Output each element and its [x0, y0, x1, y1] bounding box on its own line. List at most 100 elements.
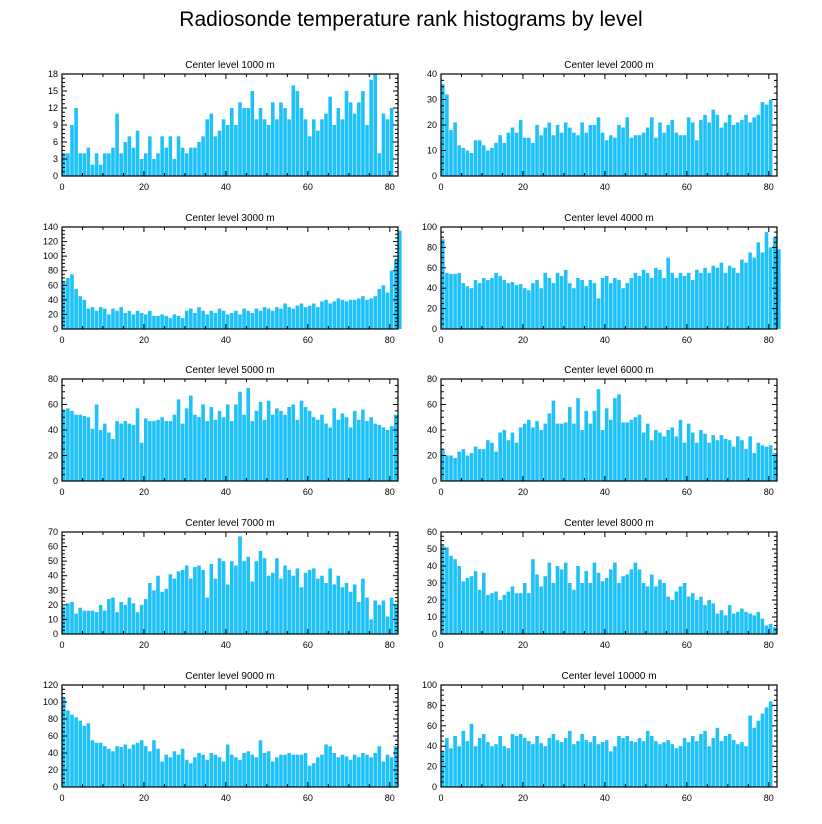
histogram-bar	[156, 315, 160, 329]
y-tick-label: 120	[43, 680, 58, 690]
histogram-bar	[62, 606, 66, 634]
y-tick-label: 60	[427, 721, 437, 731]
histogram-bar	[287, 569, 291, 634]
histogram-bar	[666, 257, 670, 329]
histogram-bar	[707, 442, 711, 481]
histogram-bar	[559, 423, 564, 482]
histogram-bar	[527, 593, 531, 634]
y-tick-label: 40	[48, 295, 58, 305]
histogram-bar	[279, 308, 283, 329]
histogram-bar	[398, 230, 402, 329]
histogram-bar	[719, 435, 724, 481]
histogram-bar	[275, 558, 279, 634]
histogram-bar	[357, 102, 361, 176]
histogram-bar	[221, 119, 226, 176]
histogram-bar	[209, 310, 214, 329]
histogram-bar	[662, 278, 666, 329]
histogram-bar	[744, 262, 748, 329]
x-tick-label: 60	[303, 182, 313, 192]
histogram-bar	[465, 150, 470, 176]
y-tick-label: 40	[427, 741, 437, 751]
histogram-bar	[250, 312, 255, 329]
histogram-bar	[625, 422, 629, 481]
histogram-panel: Center level 7000 m 0 20 40 60 80 0 10 20 30 40 50 6…	[22, 510, 412, 658]
histogram-bar	[238, 536, 242, 634]
histogram-bar	[287, 119, 291, 176]
histogram-bar	[486, 150, 490, 176]
histogram-bar	[266, 575, 271, 634]
histogram-bar	[572, 423, 576, 482]
y-tick-label: 80	[427, 374, 437, 384]
histogram-bar	[441, 84, 445, 176]
histogram-bar	[344, 756, 349, 787]
histogram-bar	[461, 730, 466, 787]
histogram-svg: Center level 10000 m 0 20 40 60 80 0 20 40 60 80 10…	[422, 671, 778, 803]
x-tick-label: 60	[303, 335, 313, 345]
histogram-bar	[377, 604, 382, 634]
histogram-bar	[176, 399, 181, 481]
histogram-svg: Center level 3000 m 0 20 40 60 80 0 20 40 60 80 100…	[43, 213, 402, 345]
x-tick-label: 60	[682, 640, 692, 650]
histogram-bar	[662, 742, 666, 787]
histogram-bar	[299, 303, 304, 329]
histogram-bar	[246, 751, 250, 787]
histogram-bar	[74, 717, 78, 787]
histogram-bar	[131, 424, 136, 481]
histogram-bar	[365, 421, 369, 481]
histogram-bar	[576, 278, 580, 329]
y-tick-label: 100	[43, 697, 58, 707]
histogram-bar	[377, 153, 382, 176]
histogram-bar	[604, 740, 609, 787]
histogram-bar	[205, 421, 210, 481]
histogram-bar	[324, 423, 328, 482]
histogram-bar	[645, 586, 650, 634]
histogram-bar	[502, 280, 507, 329]
histogram-bar	[180, 423, 185, 482]
panel-title: Center level 9000 m	[185, 671, 275, 682]
histogram-bar	[254, 308, 259, 329]
histogram-bar	[266, 308, 271, 329]
histogram-bar	[654, 137, 658, 176]
histogram-bar	[262, 558, 267, 634]
histogram-bar	[465, 741, 470, 787]
bars	[62, 387, 398, 482]
histogram-bar	[559, 132, 564, 176]
histogram-bar	[690, 432, 695, 481]
histogram-bar	[246, 310, 250, 329]
histogram-bar	[703, 267, 707, 329]
histogram-bar	[352, 754, 357, 787]
histogram-bar	[748, 613, 752, 634]
histogram-bar	[94, 612, 99, 634]
histogram-bar	[441, 751, 445, 787]
histogram-bar	[555, 272, 560, 329]
histogram-bar	[176, 571, 181, 634]
histogram-bar	[332, 584, 337, 634]
histogram-bar	[649, 117, 654, 176]
histogram-bar	[176, 754, 181, 787]
histogram-bar	[299, 108, 304, 176]
histogram-bar	[131, 147, 136, 176]
histogram-bar	[563, 738, 568, 787]
histogram-bar	[385, 754, 390, 787]
histogram-bar	[336, 108, 341, 176]
histogram-bar	[568, 283, 572, 329]
histogram-bar	[90, 610, 95, 634]
histogram-bar	[279, 102, 283, 176]
histogram-bar	[250, 91, 255, 176]
y-tick-label: 15	[48, 86, 58, 96]
histogram-bar	[699, 733, 703, 787]
histogram-bar	[324, 583, 328, 634]
histogram-bar	[209, 113, 214, 176]
y-tick-label: 3	[53, 154, 58, 164]
histogram-svg: Center level 7000 m 0 20 40 60 80 0 10 20 30 40 50 6…	[48, 518, 399, 650]
y-tick-label: 70	[48, 527, 58, 537]
x-tick-label: 20	[139, 487, 149, 497]
histogram-bar	[690, 122, 695, 176]
histogram-bar	[164, 315, 169, 329]
histogram-bar	[148, 310, 152, 329]
histogram-bar	[119, 307, 123, 329]
histogram-bar	[279, 754, 283, 787]
histogram-bar	[303, 753, 308, 787]
histogram-bar	[283, 108, 287, 176]
histogram-bar	[98, 604, 103, 634]
